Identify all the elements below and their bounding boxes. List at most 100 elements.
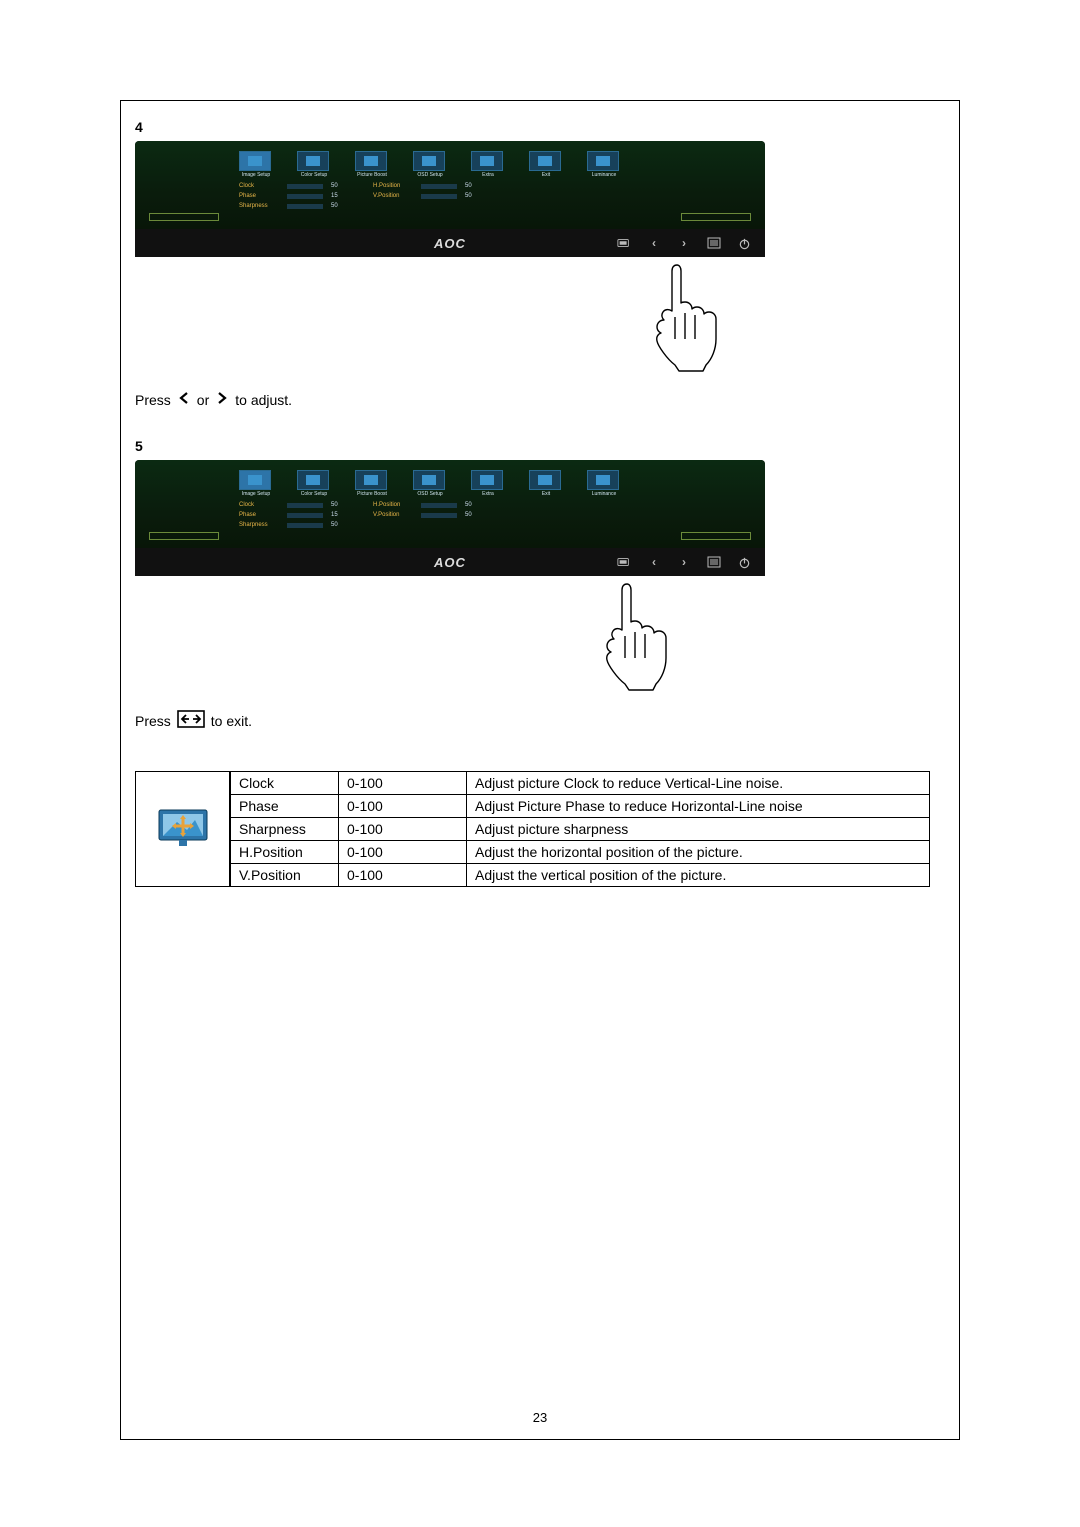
osd-row-label: Sharpness bbox=[239, 522, 279, 528]
power-icon[interactable] bbox=[737, 555, 751, 569]
monitor-screen: Image Setup Color Setup Picture Boost OSD S… bbox=[135, 460, 765, 548]
monitor-logo: AOC bbox=[434, 236, 466, 251]
osd-tab-label: Picture Boost bbox=[350, 172, 394, 178]
osd-row-value: 50 bbox=[465, 193, 477, 199]
osd-row-bar bbox=[287, 184, 323, 189]
osd-right-column: H.Position 50V.Position 50 bbox=[373, 183, 477, 209]
left-icon[interactable]: ‹ bbox=[647, 236, 661, 250]
caption-text: or bbox=[197, 392, 209, 408]
table-row: H.Position0-100Adjust the horizontal pos… bbox=[231, 841, 930, 864]
osd-tab[interactable]: Picture Boost bbox=[355, 151, 387, 171]
osd-tab-label: Extra bbox=[466, 491, 510, 497]
param-range: 0-100 bbox=[339, 841, 467, 864]
osd-left-column: Clock50 Phase15 Sharpness 50 bbox=[239, 502, 343, 528]
page-content: 4 Image Setup Color Setup Picture Boost OSD… bbox=[121, 119, 959, 887]
osd-row: Clock50 bbox=[239, 502, 343, 508]
param-desc: Adjust Picture Phase to reduce Horizonta… bbox=[467, 795, 930, 818]
table-row: Clock0-100Adjust picture Clock to reduce… bbox=[231, 772, 930, 795]
osd-row-bar bbox=[421, 184, 457, 189]
menu-icon[interactable] bbox=[707, 236, 721, 250]
osd-tab[interactable]: Extra bbox=[471, 470, 503, 490]
osd-tab[interactable]: Exit bbox=[529, 151, 561, 171]
osd-tab[interactable]: Color Setup bbox=[297, 470, 329, 490]
left-icon[interactable]: ‹ bbox=[647, 555, 661, 569]
page-number: 23 bbox=[121, 1410, 959, 1425]
caption-text: to exit. bbox=[211, 713, 252, 729]
osd-tab[interactable]: Exit bbox=[529, 470, 561, 490]
table-row: Phase0-100Adjust Picture Phase to reduce… bbox=[231, 795, 930, 818]
osd-row-bar bbox=[421, 513, 457, 518]
param-name: Phase bbox=[231, 795, 339, 818]
param-desc: Adjust the horizontal position of the pi… bbox=[467, 841, 930, 864]
osd-row-bar bbox=[287, 523, 323, 528]
osd-tab[interactable]: Image Setup bbox=[239, 151, 271, 171]
hand-pointer-icon bbox=[635, 257, 725, 377]
table-row: Sharpness0-100Adjust picture sharpness bbox=[231, 818, 930, 841]
right-icon[interactable]: › bbox=[677, 555, 691, 569]
osd-row-value: 15 bbox=[331, 193, 343, 199]
param-name: Clock bbox=[231, 772, 339, 795]
osd-tab-label: Picture Boost bbox=[350, 491, 394, 497]
monitor-logo: AOC bbox=[434, 555, 466, 570]
osd-row-bar bbox=[421, 503, 457, 508]
osd-row-label: H.Position bbox=[373, 183, 413, 189]
osd-row-value: 50 bbox=[331, 183, 343, 189]
monitor-illustration-5: Image Setup Color Setup Picture Boost OSD S… bbox=[135, 460, 945, 696]
osd-tab-row: Image Setup Color Setup Picture Boost OSD S… bbox=[239, 151, 751, 171]
right-icon[interactable]: › bbox=[677, 236, 691, 250]
osd-tab[interactable]: Luminance bbox=[587, 151, 619, 171]
osd-tab[interactable]: Extra bbox=[471, 151, 503, 171]
chevron-left-icon bbox=[177, 391, 191, 408]
osd-row-label: Phase bbox=[239, 512, 279, 518]
param-name: H.Position bbox=[231, 841, 339, 864]
monitor-bezel: AOC ‹ › bbox=[135, 548, 765, 576]
osd-row-value: 50 bbox=[331, 203, 343, 209]
auto-icon[interactable] bbox=[617, 236, 631, 250]
step-5-caption: Press to exit. bbox=[135, 710, 945, 731]
osd-row: Clock50 bbox=[239, 183, 343, 189]
auto-exit-icon bbox=[177, 710, 205, 731]
step-number-4: 4 bbox=[135, 119, 945, 135]
osd-row-bar bbox=[421, 194, 457, 199]
param-range: 0-100 bbox=[339, 795, 467, 818]
osd-row-bar bbox=[287, 503, 323, 508]
monitor-illustration-4: Image Setup Color Setup Picture Boost OSD S… bbox=[135, 141, 945, 377]
osd-row: V.Position 50 bbox=[373, 193, 477, 199]
param-desc: Adjust picture sharpness bbox=[467, 818, 930, 841]
osd-tab[interactable]: OSD Setup bbox=[413, 151, 445, 171]
decor-right bbox=[681, 532, 751, 540]
osd-tab-label: OSD Setup bbox=[408, 172, 452, 178]
osd-row-bar bbox=[287, 513, 323, 518]
osd-tab-row: Image Setup Color Setup Picture Boost OSD S… bbox=[239, 470, 751, 490]
menu-icon[interactable] bbox=[707, 555, 721, 569]
auto-icon[interactable] bbox=[617, 555, 631, 569]
osd-tab[interactable]: OSD Setup bbox=[413, 470, 445, 490]
osd-row: Phase15 bbox=[239, 512, 343, 518]
bezel-button-row: ‹ › bbox=[617, 555, 751, 569]
power-icon[interactable] bbox=[737, 236, 751, 250]
osd-tab[interactable]: Image Setup bbox=[239, 470, 271, 490]
osd-tab-label: OSD Setup bbox=[408, 491, 452, 497]
osd-row-label: Clock bbox=[239, 502, 279, 508]
param-desc: Adjust picture Clock to reduce Vertical-… bbox=[467, 772, 930, 795]
monitor-frame: Image Setup Color Setup Picture Boost OSD S… bbox=[135, 460, 765, 576]
osd-tab[interactable]: Picture Boost bbox=[355, 470, 387, 490]
caption-text: Press bbox=[135, 713, 171, 729]
osd-row: V.Position50 bbox=[373, 512, 477, 518]
image-setup-icon bbox=[153, 806, 213, 852]
osd-row-label: Sharpness bbox=[239, 203, 279, 209]
decor-left bbox=[149, 532, 219, 540]
table-row: V.Position0-100Adjust the vertical posit… bbox=[231, 864, 930, 887]
monitor-screen: Image Setup Color Setup Picture Boost OSD S… bbox=[135, 141, 765, 229]
param-range: 0-100 bbox=[339, 864, 467, 887]
osd-row-bar bbox=[287, 194, 323, 199]
osd-row-label: V.Position bbox=[373, 193, 413, 199]
osd-tab-label: Exit bbox=[524, 491, 568, 497]
hand-pointer-icon bbox=[585, 576, 675, 696]
osd-tab[interactable]: Luminance bbox=[587, 470, 619, 490]
osd-row-value: 50 bbox=[331, 522, 343, 528]
hand-pointer-wrap bbox=[135, 257, 765, 377]
osd-body: Clock50Phase15Sharpness50 H.Position50V.… bbox=[239, 183, 751, 209]
osd-tab[interactable]: Color Setup bbox=[297, 151, 329, 171]
param-range: 0-100 bbox=[339, 818, 467, 841]
